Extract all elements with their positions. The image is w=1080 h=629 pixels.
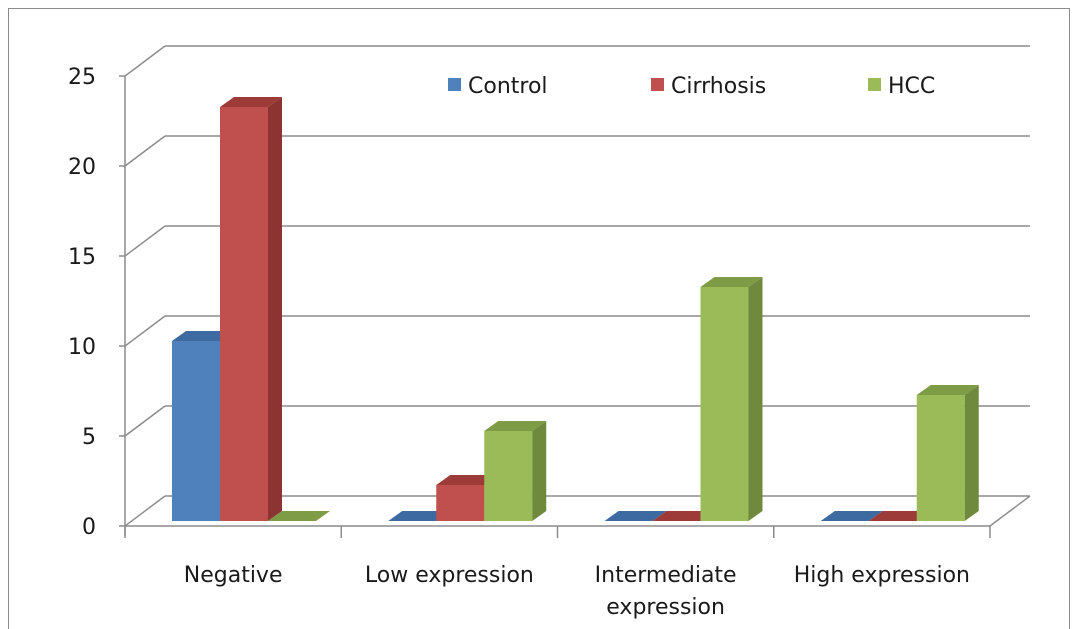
bar-top xyxy=(820,511,883,521)
legend-swatch-control xyxy=(448,78,461,91)
y-tick-label: 15 xyxy=(68,245,96,270)
bar-side xyxy=(748,277,763,521)
y-tick-label: 5 xyxy=(82,425,96,450)
bar-front xyxy=(916,395,965,521)
gridline-depth xyxy=(124,45,166,77)
legend: Control Cirrhosis HCC xyxy=(448,74,935,99)
x-category-label: Low expression xyxy=(365,563,534,588)
bar-control-3 xyxy=(604,511,667,521)
bar-control-4 xyxy=(820,511,883,521)
x-category-label: expression xyxy=(606,595,725,620)
x-category-label: Intermediate xyxy=(595,563,737,588)
y-tick-label: 10 xyxy=(68,335,96,360)
bar-front xyxy=(220,107,268,521)
bar-cirrhosis-1 xyxy=(220,97,282,521)
bar-front xyxy=(700,287,749,521)
bar-front xyxy=(484,431,533,521)
bar-front xyxy=(172,341,220,521)
bar-top xyxy=(436,475,499,485)
bar-hcc-2 xyxy=(484,421,547,521)
gridline-depth xyxy=(124,225,166,257)
y-tick-label: 0 xyxy=(82,515,96,540)
bar-side xyxy=(268,97,282,521)
bars-layer xyxy=(172,97,979,521)
legend-swatch-cirrhosis xyxy=(651,78,664,91)
bar-front xyxy=(436,485,485,521)
bar-cirrhosis-4 xyxy=(868,511,931,521)
y-tick-label: 20 xyxy=(68,155,96,180)
legend-label-hcc: HCC xyxy=(888,74,935,99)
gridline-depth xyxy=(124,405,166,437)
bar-top xyxy=(484,421,547,431)
bar-cirrhosis-3 xyxy=(652,511,715,521)
floor-right-edge xyxy=(989,495,1031,527)
legend-label-control: Control xyxy=(468,74,548,99)
bar-top xyxy=(700,277,763,287)
legend-label-cirrhosis: Cirrhosis xyxy=(671,74,766,99)
bar-control-2 xyxy=(388,511,451,521)
bar-top xyxy=(388,511,451,521)
gridline-depth xyxy=(124,135,166,167)
bar-top xyxy=(868,511,931,521)
y-tick-label: 25 xyxy=(68,65,96,90)
bar-top xyxy=(268,511,330,521)
bar-top xyxy=(916,385,979,395)
bar-top xyxy=(604,511,667,521)
bar-hcc-4 xyxy=(916,385,979,521)
bar-hcc-3 xyxy=(700,277,763,521)
x-category-label: Negative xyxy=(184,563,283,588)
bar-side xyxy=(964,385,979,521)
legend-swatch-hcc xyxy=(868,78,881,91)
gridline-depth xyxy=(124,495,166,527)
bar-top xyxy=(220,97,282,107)
gridline-depth xyxy=(124,315,166,347)
bar-top xyxy=(172,331,234,341)
x-category-label: High expression xyxy=(794,563,970,588)
bar-side xyxy=(532,421,547,521)
bar-top xyxy=(652,511,715,521)
grid-layer xyxy=(119,45,1031,538)
bar-hcc-1 xyxy=(268,511,330,521)
